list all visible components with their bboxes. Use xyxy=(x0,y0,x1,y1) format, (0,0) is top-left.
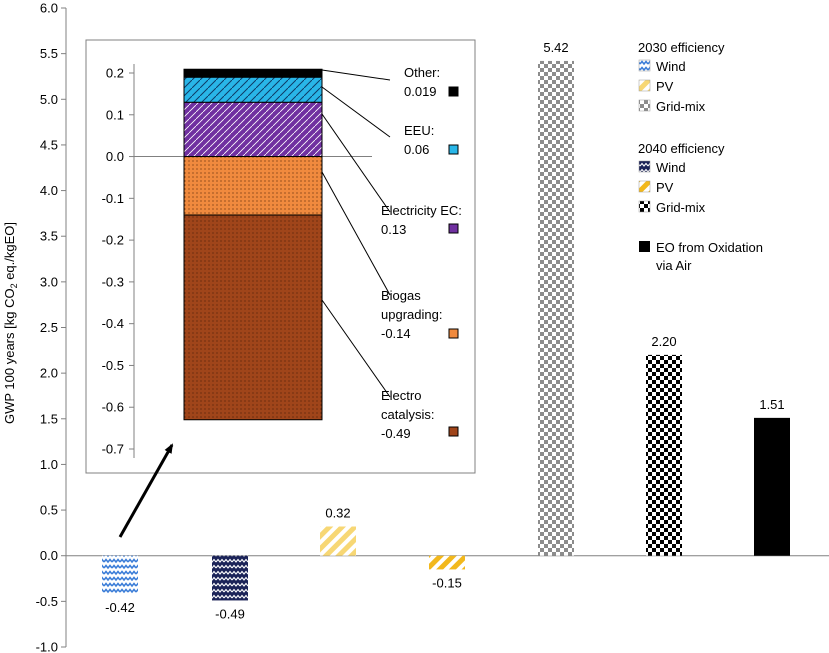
inset-label-swatch xyxy=(448,426,459,437)
bar-2030-efficiency-pv xyxy=(320,526,356,556)
inset-label-text: -0.49 xyxy=(381,426,411,441)
inset-leader-line xyxy=(321,171,391,296)
inset-arrow xyxy=(118,443,174,538)
bar-2040-efficiency-pv xyxy=(429,555,465,570)
inset-segment-eeu xyxy=(183,76,323,103)
inset-segment-electricity-ec xyxy=(183,101,323,158)
bar-value-label: 5.42 xyxy=(543,40,568,55)
main-y-tick-label: 4.5 xyxy=(40,137,58,152)
inset-label-text: Electro xyxy=(381,388,421,403)
legend-item-label: Wind xyxy=(656,160,686,175)
bar-value-label: 2.20 xyxy=(651,334,676,349)
bar-value-label: -0.15 xyxy=(432,575,462,590)
inset-label-text: catalysis: xyxy=(381,407,434,422)
inset-segment-other xyxy=(183,68,323,78)
legend-item-label: via Air xyxy=(656,258,692,273)
main-y-tick-label: 4.0 xyxy=(40,183,58,198)
bar-2030-efficiency-grid-mix xyxy=(538,60,574,556)
main-y-tick-label: 1.0 xyxy=(40,457,58,472)
legend-group-title: 2030 efficiency xyxy=(638,40,725,55)
inset-label-swatch xyxy=(448,223,459,234)
inset-segment-electro-catalysis xyxy=(183,214,323,421)
inset-label-text: 0.06 xyxy=(404,142,429,157)
inset-leader-line xyxy=(321,69,391,81)
inset-bars xyxy=(183,68,323,421)
main-y-tick-label: -0.5 xyxy=(36,594,58,609)
main-y-tick-label: 5.5 xyxy=(40,46,58,61)
y-axis-title-units: eq./kgEO] xyxy=(2,222,17,283)
inset-label-text: upgrading: xyxy=(381,307,442,322)
legend-item-label: EO from Oxidation xyxy=(656,240,763,255)
legend: 2030 efficiency Wind PV Grid-mix 2040 effici… xyxy=(638,40,763,273)
legend-swatch-eo-oxidation xyxy=(639,241,650,252)
main-y-tick-label: 2.0 xyxy=(40,366,58,381)
main-bars xyxy=(102,60,790,601)
main-y-axis: 6.05.55.04.54.03.53.02.52.01.51.00.50.0-… xyxy=(36,1,829,653)
bar-value-label: 0.32 xyxy=(325,506,350,521)
main-data-labels: -0.42 -0.49 0.32 -0.15 5.42 2.20 1.51 xyxy=(105,40,784,621)
inset-y-tick-label: -0.5 xyxy=(102,358,124,373)
inset-label-swatch xyxy=(448,144,459,155)
legend-swatch xyxy=(638,59,651,72)
inset-label-text: Biogas xyxy=(381,288,421,303)
bar-2040-efficiency-grid-mix xyxy=(646,354,682,556)
main-y-tick-label: 5.0 xyxy=(40,92,58,107)
inset-y-tick-label: -0.1 xyxy=(102,191,124,206)
legend-swatch xyxy=(638,180,651,193)
bar-2030-efficiency-wind xyxy=(102,555,138,595)
legend-swatch xyxy=(638,200,651,213)
legend-swatch xyxy=(638,160,651,173)
inset-label-swatch xyxy=(448,328,459,339)
inset-leader-line xyxy=(321,86,391,138)
bar-value-label: -0.49 xyxy=(215,606,245,621)
inset-y-tick-label: -0.2 xyxy=(102,233,124,248)
inset-segment-biogas-upgrading xyxy=(183,156,323,216)
main-y-tick-label: 1.5 xyxy=(40,411,58,426)
main-y-tick-label: 2.5 xyxy=(40,320,58,335)
inset-label-text: 0.13 xyxy=(381,222,406,237)
main-y-tick-label: 0.5 xyxy=(40,503,58,518)
main-y-tick-label: 3.0 xyxy=(40,274,58,289)
legend-item-label: Grid-mix xyxy=(656,99,706,114)
bar-value-label: 1.51 xyxy=(759,397,784,412)
legend-item-label: PV xyxy=(656,79,674,94)
inset-y-tick-label: -0.6 xyxy=(102,400,124,415)
inset-label-text: Electricity EC: xyxy=(381,203,462,218)
inset-label-text: 0.019 xyxy=(404,84,437,99)
inset-y-tick-label: -0.7 xyxy=(102,442,124,457)
main-y-tick-label: 3.5 xyxy=(40,229,58,244)
legend-item-label: PV xyxy=(656,180,674,195)
legend-swatch xyxy=(638,99,651,112)
inset-y-tick-label: -0.3 xyxy=(102,274,124,289)
inset-y-tick-label: -0.4 xyxy=(102,316,124,331)
inset-y-tick-label: 0.0 xyxy=(106,149,124,164)
legend-group-title: 2040 efficiency xyxy=(638,141,725,156)
inset-y-tick-label: 0.1 xyxy=(106,107,124,122)
inset-label-text: -0.14 xyxy=(381,326,411,341)
bar-eo-from-oxidation-via-air xyxy=(754,417,790,556)
legend-swatch xyxy=(638,79,651,92)
inset-y-axis: 0.2 0.1 0.0 -0.1 -0.2 -0.3 -0.4 -0.5 -0.6 -0.7 xyxy=(102,64,372,458)
main-y-tick-label: -1.0 xyxy=(36,640,58,653)
main-y-tick-label: 0.0 xyxy=(40,548,58,563)
y-axis-title-subscript: 2 xyxy=(9,283,19,288)
bar-2040-efficiency-wind xyxy=(212,555,248,601)
inset-labels: Other: 0.019 EEU: 0.06 Electricity EC: 0.13 Bi… xyxy=(321,65,462,441)
y-axis-title: GWP 100 years [kg CO2 eq./kgEO] xyxy=(2,222,19,424)
inset-leader-line xyxy=(321,299,391,398)
inset-label-text: EEU: xyxy=(404,123,434,138)
inset-y-tick-label: 0.2 xyxy=(106,66,124,81)
legend-item-label: Wind xyxy=(656,59,686,74)
inset-label-text: Other: xyxy=(404,65,440,80)
y-axis-title-main: GWP 100 years [kg CO xyxy=(2,288,17,424)
legend-item-label: Grid-mix xyxy=(656,200,706,215)
main-y-tick-label: 6.0 xyxy=(40,1,58,16)
inset-leader-line xyxy=(321,113,391,213)
inset-label-swatch xyxy=(448,86,459,97)
bar-value-label: -0.42 xyxy=(105,600,135,615)
